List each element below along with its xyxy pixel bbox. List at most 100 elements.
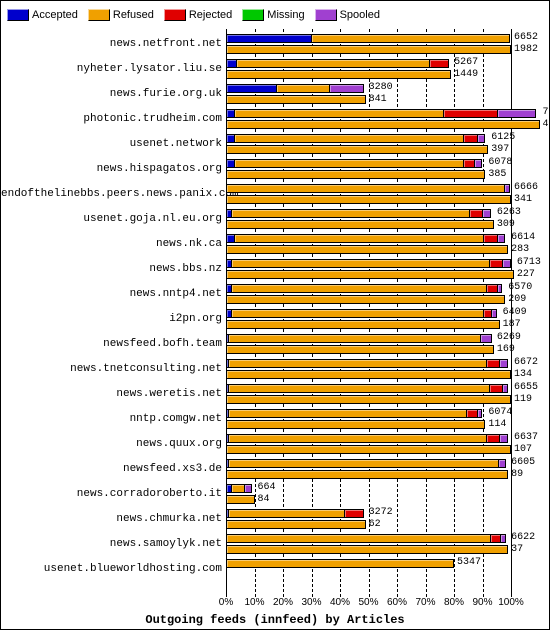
bar-segment	[231, 284, 488, 293]
bar-segment	[483, 234, 497, 243]
bar-segment	[226, 184, 505, 193]
chart-title: Outgoing feeds (innfeed) by Articles	[1, 613, 549, 627]
bar-segment	[244, 484, 253, 493]
bar-row: 6409187	[226, 308, 511, 332]
bar-row: 66484	[226, 483, 511, 507]
x-axis: 0%10%20%30%40%50%60%70%80%90%100%	[226, 597, 511, 611]
bar-segment	[477, 409, 483, 418]
bar-segment	[236, 59, 430, 68]
secondary-bar	[226, 470, 508, 479]
chart-container: AcceptedRefusedRejectedMissingSpooled ne…	[0, 0, 550, 630]
stacked-bar	[226, 534, 506, 543]
value-label: 227	[517, 270, 535, 280]
value-label: 6078	[488, 158, 512, 168]
feed-label: newsfeed.bofh.team	[1, 339, 222, 350]
value-label: 1982	[514, 45, 538, 55]
value-label: 283	[511, 245, 529, 255]
secondary-bar	[226, 345, 494, 354]
secondary-bar	[226, 145, 488, 154]
bar-segment	[226, 445, 511, 454]
value-label: 114	[488, 420, 506, 430]
bar-segment	[226, 345, 494, 354]
stacked-bar	[226, 84, 364, 93]
value-label: 3280	[369, 83, 393, 93]
legend-label: Missing	[267, 9, 304, 21]
bar-segment	[226, 34, 312, 43]
feed-label: usenet.goja.nl.eu.org	[1, 214, 222, 225]
bar-segment	[231, 484, 245, 493]
x-tick-label: 100%	[498, 597, 524, 608]
bar-row: 662237	[226, 533, 511, 557]
feed-label: newsfeed.xs3.de	[1, 464, 222, 475]
bar-row: 66521982	[226, 33, 511, 57]
secondary-bar	[226, 245, 508, 254]
feed-label: endofthelinebbs.peers.news.panix.com	[1, 189, 222, 200]
feed-label: news.corradoroberto.it	[1, 489, 222, 500]
bar-segment	[228, 359, 487, 368]
bar-segment	[497, 234, 506, 243]
x-tick-label: 70%	[415, 597, 435, 608]
bar-segment	[477, 134, 486, 143]
secondary-bar	[226, 545, 508, 554]
bar-segment	[226, 145, 488, 154]
legend-label: Spooled	[340, 9, 380, 21]
bar-row: 6078385	[226, 158, 511, 182]
secondary-bar	[226, 495, 255, 504]
bar-row: 6570209	[226, 283, 511, 307]
legend-label: Rejected	[189, 9, 232, 21]
bar-segment	[226, 520, 366, 529]
value-label: 1449	[454, 70, 478, 80]
value-label: 3272	[369, 508, 393, 518]
stacked-bar	[226, 134, 485, 143]
bar-row: 7343464	[226, 108, 511, 132]
bar-segment	[226, 395, 511, 404]
stacked-bar	[226, 234, 505, 243]
legend-swatch	[88, 9, 110, 21]
value-label: 84	[258, 495, 270, 505]
bar-segment	[234, 134, 465, 143]
legend-item: Spooled	[315, 9, 380, 21]
stacked-bar	[226, 409, 482, 418]
bar-segment	[482, 209, 491, 218]
stacked-bar	[226, 184, 510, 193]
secondary-bar	[226, 395, 511, 404]
value-label: 6652	[514, 33, 538, 43]
bar-segment	[226, 420, 485, 429]
value-label: 6655	[514, 383, 538, 393]
value-label: 6570	[508, 283, 532, 293]
bar-segment	[228, 384, 490, 393]
stacked-bar	[226, 509, 364, 518]
secondary-bar	[226, 220, 494, 229]
bar-segment	[502, 259, 511, 268]
secondary-bar	[226, 420, 485, 429]
feed-label: news.hispagatos.org	[1, 164, 222, 175]
value-label: 464	[543, 120, 550, 130]
bar-segment	[226, 534, 491, 543]
stacked-bar	[226, 384, 508, 393]
bar-segment	[344, 509, 364, 518]
value-label: 6263	[497, 208, 521, 218]
bar-segment	[234, 159, 465, 168]
value-label: 6125	[491, 133, 515, 143]
value-label: 6074	[488, 408, 512, 418]
stacked-bar	[226, 259, 511, 268]
value-label: 309	[497, 220, 515, 230]
value-label: 841	[369, 95, 387, 105]
secondary-bar	[226, 370, 511, 379]
bar-segment	[226, 295, 505, 304]
feed-label: nyheter.lysator.liu.se	[1, 64, 222, 75]
secondary-bar	[226, 170, 485, 179]
value-label: 6637	[514, 433, 538, 443]
value-label: 209	[508, 295, 526, 305]
bar-segment	[489, 384, 503, 393]
bar-row: 6269169	[226, 333, 511, 357]
feed-label: news.tnetconsulting.net	[1, 364, 222, 375]
bar-segment	[489, 259, 503, 268]
row-labels: news.netfront.netnyheter.lysator.liu.sen…	[1, 29, 226, 597]
value-label: 6666	[514, 183, 538, 193]
bar-segment	[226, 320, 500, 329]
stacked-bar	[226, 284, 502, 293]
x-tick-label: 60%	[387, 597, 407, 608]
bar-segment	[231, 309, 485, 318]
bar-segment	[228, 434, 487, 443]
